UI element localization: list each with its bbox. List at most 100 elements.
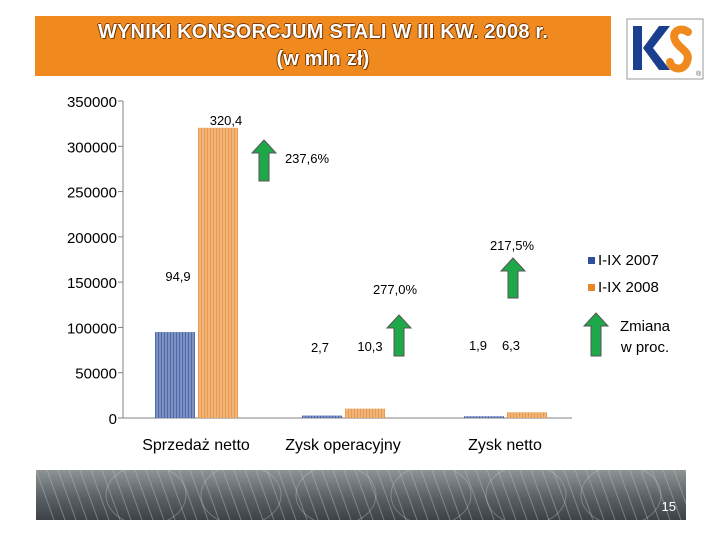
footer-texture-line bbox=[134, 470, 154, 520]
footer-texture-line bbox=[178, 470, 198, 520]
change-percent-label: 237,6% bbox=[285, 151, 330, 166]
footer-texture-line bbox=[299, 470, 319, 520]
footer-texture-line bbox=[475, 470, 495, 520]
footer-texture-line bbox=[640, 470, 660, 520]
footer-texture-line bbox=[442, 470, 462, 520]
bar-chart: 350000 300000 250000 200000 150000 100000 5000… bbox=[67, 94, 671, 454]
footer-texture-line bbox=[508, 470, 528, 520]
footer-texture-line bbox=[255, 470, 275, 520]
footer-texture-line bbox=[409, 470, 429, 520]
change-percent-label: 217,5% bbox=[490, 238, 535, 253]
footer-texture-line bbox=[552, 470, 572, 520]
footer-texture-line bbox=[387, 470, 407, 520]
footer-texture-line bbox=[574, 470, 594, 520]
legend-label: I-IX 2008 bbox=[598, 279, 659, 296]
value-label-2008: 6,3 bbox=[502, 338, 520, 353]
data-labels: 94,9 2,7 1,9 320,4 10,3 6,3 bbox=[165, 113, 520, 355]
legend-arrow-icon bbox=[582, 312, 610, 357]
legend-swatch bbox=[588, 257, 595, 264]
footer-texture-line bbox=[277, 470, 297, 520]
footer-texture-line bbox=[376, 470, 396, 520]
footer-texture-line bbox=[354, 470, 374, 520]
x-category-label: Sprzedaż netto bbox=[142, 437, 250, 454]
footer-texture-line bbox=[684, 470, 686, 475]
change-arrow-icon bbox=[385, 314, 413, 357]
footer-texture-line bbox=[486, 470, 506, 520]
footer-texture-line bbox=[596, 470, 616, 520]
footer-texture-line bbox=[36, 470, 55, 520]
footer-texture-line bbox=[90, 470, 110, 520]
footer-texture-line bbox=[464, 470, 484, 520]
footer-texture-line bbox=[167, 470, 187, 520]
footer-texture-line bbox=[365, 470, 385, 520]
y-tick-label: 200000 bbox=[67, 230, 117, 247]
y-tick-label: 100000 bbox=[67, 320, 117, 337]
footer-texture-line bbox=[585, 470, 605, 520]
footer-texture-line bbox=[651, 470, 671, 520]
change-arrows: 237,6% 277,0% 217,5% bbox=[250, 139, 610, 357]
value-label-2008: 320,4 bbox=[210, 113, 243, 128]
footer-texture-line bbox=[112, 470, 132, 520]
bars: Sprzedaż netto Zysk operacyjny Zysk netto bbox=[142, 127, 547, 454]
footer-texture-line bbox=[266, 470, 286, 520]
value-label-2007: 2,7 bbox=[311, 340, 329, 355]
value-label-2008: 10,3 bbox=[357, 339, 382, 354]
footer-texture-line bbox=[79, 470, 99, 520]
value-label-2007: 1,9 bbox=[469, 338, 487, 353]
footer-texture-line bbox=[101, 470, 121, 520]
value-label-2007: 94,9 bbox=[165, 269, 190, 284]
y-axis: 350000 300000 250000 200000 150000 100000 5000… bbox=[67, 94, 572, 428]
slide-title: WYNIKI KONSORCJUM STALI W III KW. 2008 r… bbox=[97, 21, 549, 43]
slide-subtitle: (w mln zł) bbox=[276, 48, 370, 70]
footer-texture-line bbox=[233, 470, 253, 520]
footer-texture-ring bbox=[580, 470, 662, 520]
footer-texture-ring bbox=[105, 470, 187, 520]
y-tick-label: 0 bbox=[109, 411, 117, 428]
footer-texture-line bbox=[607, 470, 627, 520]
legend-change-label: Zmiana bbox=[620, 318, 671, 335]
footer-texture-line bbox=[211, 470, 231, 520]
y-tick-label: 50000 bbox=[75, 366, 117, 383]
legend-change-label: w proc. bbox=[620, 339, 669, 356]
y-tick-label: 300000 bbox=[67, 139, 117, 156]
svg-text:®: ® bbox=[696, 70, 702, 78]
footer-banner: 15 bbox=[36, 470, 686, 520]
change-percent-label: 277,0% bbox=[373, 282, 418, 297]
footer-texture-line bbox=[310, 470, 330, 520]
footer-texture-line bbox=[541, 470, 561, 520]
footer-texture-line bbox=[453, 470, 473, 520]
footer-texture-line bbox=[530, 470, 550, 520]
legend-swatch bbox=[588, 284, 595, 291]
x-category-label: Zysk netto bbox=[468, 437, 542, 454]
footer-texture-line bbox=[123, 470, 143, 520]
footer-texture-line bbox=[662, 470, 682, 520]
footer-texture-line bbox=[497, 470, 517, 520]
change-arrow-icon bbox=[499, 257, 527, 299]
footer-texture-line bbox=[431, 470, 451, 520]
footer-texture-line bbox=[189, 470, 209, 520]
footer-texture-ring bbox=[200, 470, 282, 520]
footer-texture-line bbox=[222, 470, 242, 520]
footer-texture-line bbox=[673, 470, 686, 505]
footer-texture bbox=[36, 470, 686, 520]
footer-texture-line bbox=[420, 470, 440, 520]
title-banner: WYNIKI KONSORCJUM STALI W III KW. 2008 r… bbox=[35, 16, 611, 76]
footer-texture-line bbox=[398, 470, 418, 520]
y-tick-label: 150000 bbox=[67, 275, 117, 292]
ks-logo: ® bbox=[626, 18, 704, 80]
footer-texture-line bbox=[343, 470, 363, 520]
footer-texture-line bbox=[57, 470, 77, 520]
footer-texture-line bbox=[332, 470, 352, 520]
footer-texture-line bbox=[145, 470, 165, 520]
footer-texture-ring bbox=[485, 470, 567, 520]
footer-texture-line bbox=[288, 470, 308, 520]
footer-texture-line bbox=[629, 470, 649, 520]
footer-texture-line bbox=[200, 470, 220, 520]
y-tick-label: 250000 bbox=[67, 185, 117, 202]
footer-texture-line bbox=[46, 470, 66, 520]
x-category-label: Zysk operacyjny bbox=[285, 437, 401, 454]
footer-texture-line bbox=[563, 470, 583, 520]
footer-texture-line bbox=[618, 470, 638, 520]
footer-texture-line bbox=[244, 470, 264, 520]
footer-texture-line bbox=[68, 470, 88, 520]
